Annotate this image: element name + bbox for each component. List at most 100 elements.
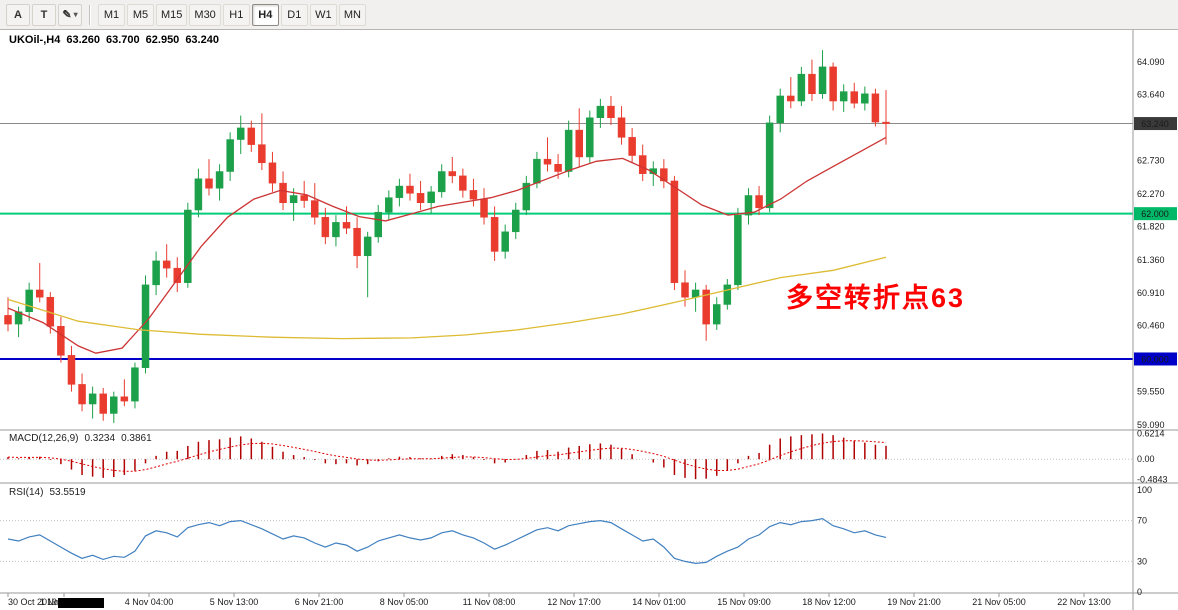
candle-body: [543, 158, 552, 165]
candle: [120, 379, 129, 407]
candle-body: [501, 231, 509, 252]
candle-body: [575, 129, 583, 158]
timeframe-button-mn[interactable]: MN: [338, 3, 366, 26]
candle-body: [596, 105, 605, 118]
candle-body: [363, 236, 372, 257]
candle-body: [480, 198, 488, 218]
candle: [215, 164, 224, 201]
draw-tool-button[interactable]: ✎ ▾: [58, 3, 82, 26]
candle-body: [353, 227, 361, 257]
macd-histogram: [7, 433, 887, 480]
chart-canvas[interactable]: 64.090 63.640 62.730 62.270 61.820 61.360 60.9…: [0, 30, 1178, 610]
timeframe-button-m5[interactable]: M5: [127, 3, 154, 26]
ma-slow-yellow-line: [7, 256, 887, 340]
candle: [490, 206, 499, 261]
time-tick-label: 11 Nov 08:00: [463, 597, 516, 607]
candle: [205, 159, 213, 196]
candle-body: [131, 367, 139, 402]
candle: [808, 59, 816, 102]
price-badge-bg: [1134, 207, 1177, 221]
price-badge-62.000: 62.000: [1134, 207, 1177, 221]
candle-body: [395, 185, 404, 198]
candle: [395, 178, 404, 207]
candle-body: [533, 158, 541, 184]
candle: [522, 175, 531, 216]
timeframe-button-d1[interactable]: D1: [280, 3, 308, 26]
candle: [850, 82, 859, 109]
candle: [88, 386, 97, 419]
candle-body: [638, 155, 647, 174]
candle: [131, 362, 139, 409]
timeframe-button-m30[interactable]: M30: [189, 3, 221, 26]
candle: [765, 115, 774, 213]
candle: [258, 113, 266, 171]
macd-axis-label: 0.6214: [1137, 428, 1165, 438]
candle: [110, 391, 118, 423]
candle: [617, 106, 626, 145]
ohlc-open: 63.260: [66, 34, 100, 46]
time-scrollbar-thumb[interactable]: [58, 598, 104, 608]
candle: [596, 98, 605, 128]
price-badge-text: 63.240: [1141, 119, 1169, 129]
time-tick-label: 18 Nov 12:00: [802, 597, 856, 607]
timeframe-button-h4[interactable]: H4: [251, 3, 279, 26]
timeframe-buttons: M1 M5 M15 M30 H1 H4 D1 W1 MN: [97, 3, 367, 26]
candle-body: [385, 197, 393, 213]
price-tick-label: 59.090: [1137, 420, 1165, 430]
candle-body: [712, 304, 721, 325]
rsi-line: [7, 517, 887, 565]
timeframe-button-h1[interactable]: H1: [222, 3, 250, 26]
candle-body: [564, 129, 573, 172]
candle: [776, 88, 784, 133]
timeframe-button-w1[interactable]: W1: [309, 3, 337, 26]
candle: [67, 345, 76, 392]
price-tick-label: 62.730: [1137, 156, 1165, 166]
candle-body: [57, 326, 65, 356]
candle: [839, 84, 848, 112]
chart-title: UKOil-,H4 63.260 63.700 62.950 63.240: [9, 34, 225, 46]
timeframe-button-m1[interactable]: M1: [98, 3, 125, 26]
candle: [638, 144, 647, 181]
price-badge-60.000: 60.000: [1134, 352, 1177, 366]
price-badge-text: 60.000: [1141, 354, 1169, 364]
text-tool-button[interactable]: T: [32, 3, 56, 26]
candle: [448, 156, 457, 184]
candle-body: [554, 163, 562, 172]
candle-body: [765, 122, 774, 209]
macd-signal-line: [7, 440, 887, 472]
candle: [289, 188, 298, 221]
rsi-axis-label: 30: [1137, 556, 1147, 566]
candle-body: [279, 182, 287, 204]
candle: [744, 188, 753, 225]
candle: [469, 178, 478, 207]
candle: [861, 86, 869, 111]
pencil-icon: ✎: [62, 9, 72, 21]
candle: [586, 110, 594, 163]
candle: [321, 207, 330, 245]
price-tick-label: 63.640: [1137, 89, 1165, 99]
candle: [702, 284, 710, 341]
candle: [723, 279, 732, 310]
timeframe-button-m15[interactable]: M15: [156, 3, 188, 26]
candle: [184, 202, 192, 288]
candle: [35, 263, 44, 303]
candle: [818, 50, 827, 99]
candle: [363, 231, 372, 298]
candle-body: [702, 289, 710, 325]
candle: [268, 151, 277, 192]
font-tool-button[interactable]: A: [6, 3, 30, 26]
price-tick-label: 60.910: [1137, 288, 1165, 298]
candle-body: [342, 222, 351, 229]
candle-body: [321, 217, 330, 238]
candle-body: [152, 260, 160, 286]
candle-body: [755, 195, 763, 209]
candle-body: [586, 117, 594, 158]
time-tick-label: 14 Nov 01:00: [632, 597, 686, 607]
candle-body: [194, 178, 203, 211]
candle-body: [469, 190, 478, 200]
chart-annotation[interactable]: 多空转折点63: [786, 283, 966, 313]
candle-body: [522, 182, 531, 211]
candle-body: [205, 178, 213, 189]
time-tick-label: 4 Nov 04:00: [125, 597, 174, 607]
